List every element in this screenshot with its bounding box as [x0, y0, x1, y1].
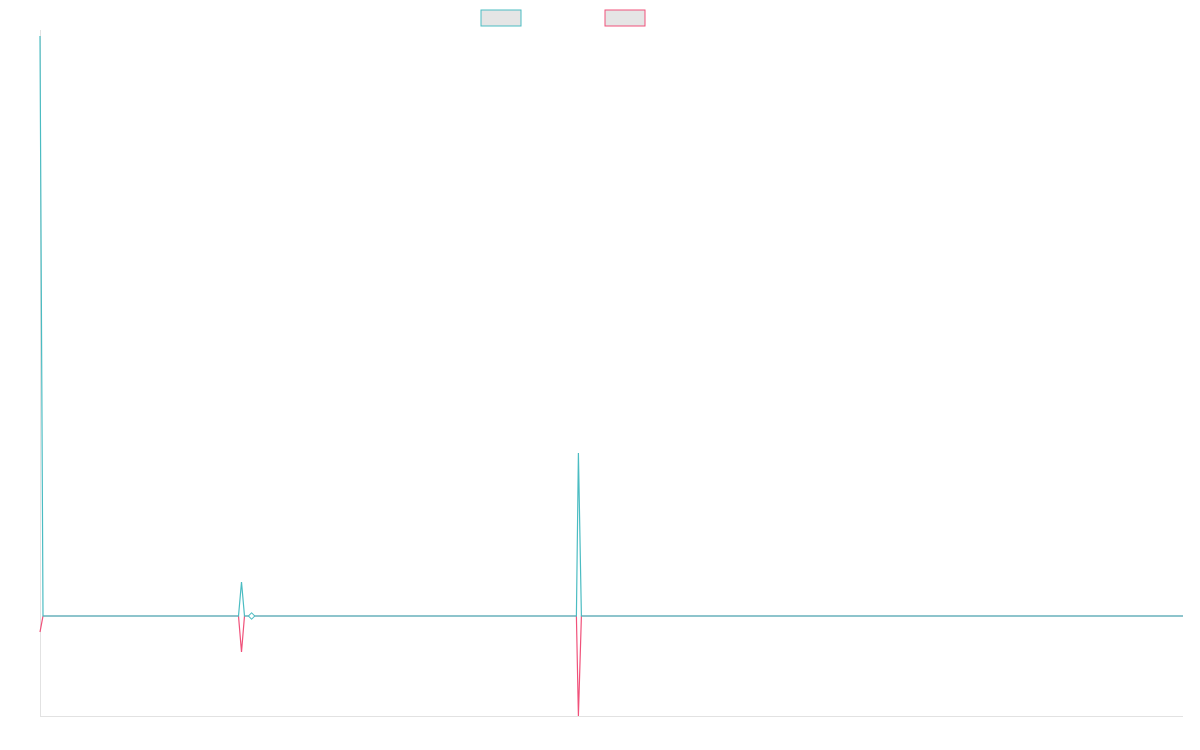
series-1-line — [39, 35, 1183, 617]
legend-swatch-series-1[interactable] — [480, 9, 522, 27]
plot-area — [39, 35, 1183, 717]
series-2-line — [39, 615, 1183, 717]
point-marker[interactable] — [247, 612, 256, 620]
legend[interactable] — [480, 9, 646, 27]
legend-swatch-series-2[interactable] — [604, 9, 646, 27]
